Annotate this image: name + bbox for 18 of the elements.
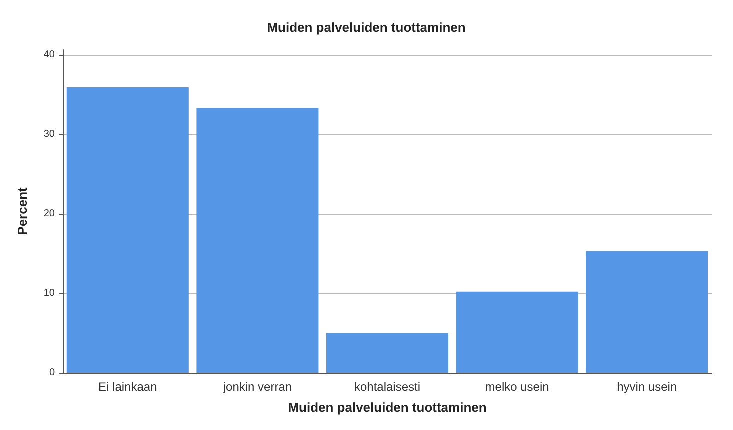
- x-tick-label: Ei lainkaan: [98, 380, 158, 394]
- chart-title: Muiden palveluiden tuottaminen: [267, 20, 466, 35]
- x-tick-label: melko usein: [485, 380, 550, 394]
- bar: [66, 87, 189, 373]
- y-tick-label: 40: [44, 49, 56, 60]
- x-axis-title: Muiden palveluiden tuottaminen: [288, 400, 487, 415]
- bar: [196, 108, 319, 373]
- x-tick-label: kohtalaisesti: [354, 380, 421, 394]
- x-tick-label: hyvin usein: [617, 380, 678, 394]
- bar: [456, 292, 578, 373]
- bar: [326, 333, 449, 373]
- bar: [586, 251, 708, 373]
- y-tick-label: 30: [44, 128, 56, 140]
- y-tick-label: 10: [44, 288, 56, 299]
- x-tick-label: jonkin verran: [222, 380, 292, 394]
- y-tick-label: 20: [44, 208, 56, 220]
- y-axis-title: Percent: [15, 186, 30, 236]
- y-tick-label: 0: [49, 368, 56, 378]
